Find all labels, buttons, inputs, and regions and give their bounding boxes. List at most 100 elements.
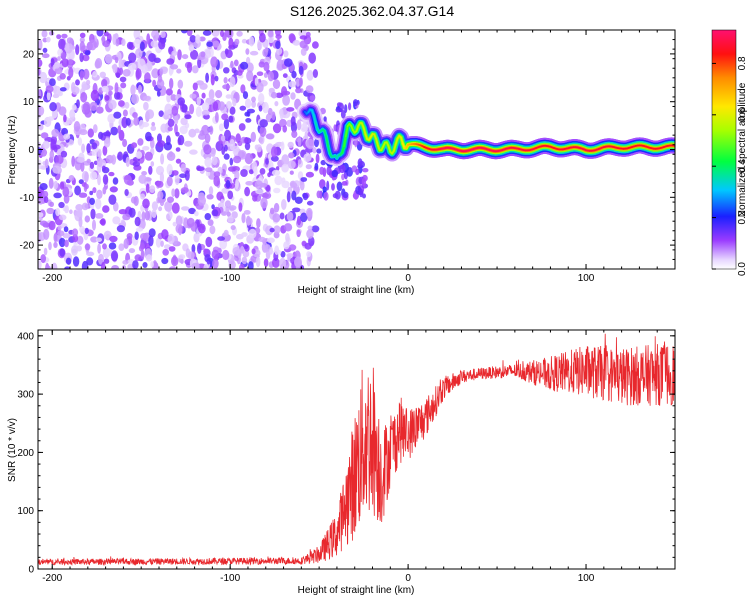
- noise-blob: [97, 148, 102, 158]
- noise-blob: [124, 101, 130, 109]
- noise-blob: [256, 82, 264, 93]
- noise-blob: [241, 256, 248, 265]
- noise-blob: [267, 71, 275, 82]
- noise-blob: [231, 211, 238, 219]
- noise-blob: [79, 52, 84, 63]
- noise-blob: [169, 266, 177, 269]
- noise-blob: [41, 30, 48, 38]
- noise-blob: [79, 70, 84, 81]
- noise-blob: [51, 128, 60, 138]
- noise-blob: [305, 31, 311, 38]
- noise-blob: [39, 183, 48, 191]
- noise-blob: [63, 226, 69, 233]
- noise-blob: [177, 134, 185, 146]
- noise-blob: [326, 180, 330, 191]
- noise-blob: [134, 216, 141, 227]
- noise-blob: [227, 190, 234, 200]
- noise-blob: [58, 237, 66, 248]
- snr-xlabel: Height of straight line (km): [298, 585, 415, 596]
- noise-blob: [300, 177, 308, 182]
- noise-blob: [90, 208, 96, 220]
- noise-blob: [290, 116, 296, 126]
- noise-blob: [316, 148, 322, 154]
- noise-blob: [60, 150, 68, 158]
- noise-blob: [174, 188, 180, 199]
- noise-blob: [184, 140, 193, 147]
- noise-blob: [118, 100, 125, 107]
- noise-blob: [151, 201, 158, 211]
- colorbar: 0.0 0.2 0.4 0.6 0.8 Normalized spectral ampl…: [711, 29, 748, 276]
- noise-blob: [157, 190, 164, 200]
- noise-blob: [142, 146, 150, 151]
- noise-blob: [109, 186, 118, 193]
- noise-blob: [238, 123, 246, 131]
- noise-blob: [245, 98, 252, 109]
- noise-blob: [146, 33, 151, 45]
- noise-blob: [79, 225, 85, 233]
- noise-blob: [102, 186, 107, 195]
- noise-blob: [213, 171, 221, 178]
- noise-blob: [128, 52, 137, 63]
- noise-blob: [302, 119, 307, 131]
- noise-blob: [175, 131, 180, 137]
- noise-blob: [281, 154, 290, 166]
- noise-blob: [302, 193, 309, 201]
- noise-blob: [224, 30, 233, 38]
- noise-blob: [232, 145, 240, 153]
- trace-segment: [394, 137, 399, 146]
- noise-blob: [178, 254, 186, 260]
- noise-blob: [316, 190, 322, 199]
- noise-blob: [296, 119, 302, 131]
- noise-blob: [142, 198, 150, 209]
- noise-blob: [234, 38, 240, 46]
- noise-blob: [251, 96, 256, 103]
- noise-blob: [47, 116, 55, 121]
- noise-blob: [275, 30, 281, 37]
- noise-blob: [43, 247, 48, 256]
- noise-blob: [192, 82, 198, 91]
- noise-blob: [254, 180, 264, 190]
- noise-blob: [223, 67, 230, 74]
- noise-blob: [111, 154, 117, 165]
- noise-blob: [158, 110, 164, 117]
- noise-blob: [294, 196, 303, 204]
- noise-blob: [115, 38, 120, 47]
- noise-blob: [93, 124, 98, 134]
- noise-blob: [181, 54, 189, 60]
- noise-blob: [62, 233, 71, 239]
- noise-blob: [258, 93, 265, 104]
- noise-blob: [258, 236, 266, 242]
- noise-blob: [188, 207, 196, 215]
- noise-blob: [305, 85, 314, 93]
- noise-blob: [246, 70, 254, 82]
- noise-blob: [149, 185, 156, 194]
- noise-blob: [71, 104, 77, 111]
- noise-blob: [156, 180, 164, 188]
- noise-blob: [333, 124, 337, 132]
- noise-blob: [56, 34, 62, 40]
- noise-blob: [355, 168, 360, 175]
- noise-blob: [51, 262, 58, 269]
- noise-blob: [38, 59, 43, 68]
- noise-blob: [283, 50, 289, 58]
- noise-blob: [215, 90, 223, 99]
- figure-title: S126.2025.362.04.37.G14: [290, 3, 454, 19]
- noise-blob: [110, 126, 118, 136]
- noise-blob: [126, 41, 134, 50]
- noise-blob: [232, 98, 237, 107]
- noise-blob: [180, 163, 187, 173]
- noise-blob: [255, 144, 262, 153]
- noise-blob: [181, 104, 188, 113]
- noise-blob: [57, 225, 62, 231]
- x-tick-label: 100: [578, 273, 595, 284]
- trace-segment: [325, 135, 329, 147]
- noise-blob: [315, 153, 320, 164]
- noise-blob: [280, 141, 285, 151]
- noise-blob: [49, 78, 56, 87]
- noise-blob: [248, 228, 257, 239]
- trace-segment: [341, 145, 345, 154]
- noise-blob: [218, 101, 226, 111]
- noise-blob: [212, 258, 219, 269]
- noise-blob: [312, 41, 319, 49]
